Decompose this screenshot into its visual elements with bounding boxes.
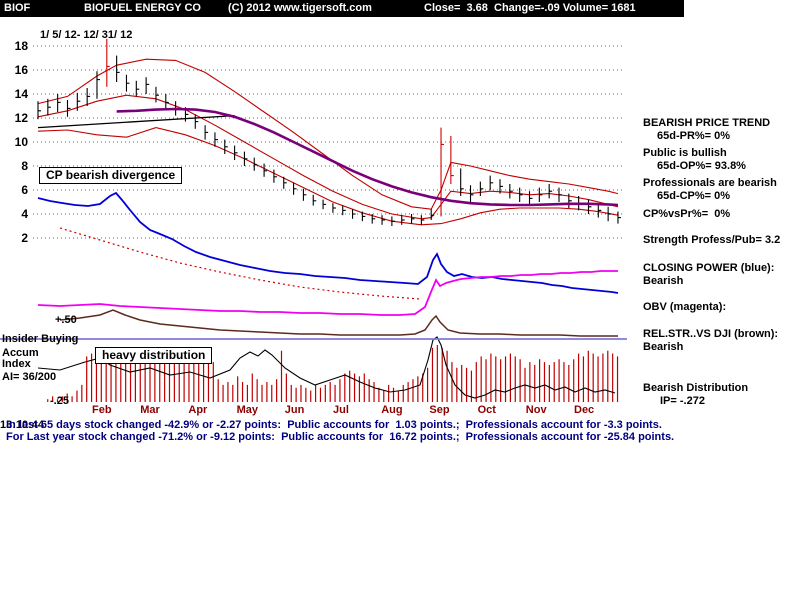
heavy-distribution-label: heavy distribution (95, 347, 213, 364)
header-bar: BIOF BIOFUEL ENERGY CO (C) 2012 www.tige… (0, 0, 684, 17)
cp-vs-pr: CP%vsPr%= 0% (643, 208, 731, 220)
strength-ratio: Strength Profess/Pub= 3.2 (643, 234, 781, 246)
svg-text:Oct: Oct (478, 404, 497, 416)
cp-divergence-label: CP bearish divergence (39, 167, 183, 184)
company-name: BIOFUEL ENERGY CO (84, 2, 201, 14)
svg-text:Mar: Mar (140, 404, 160, 416)
timestamp: 13:10:44 (0, 419, 45, 431)
svg-text:18: 18 (15, 39, 29, 53)
rel-str-status: Bearish (643, 341, 684, 353)
svg-text:6: 6 (21, 183, 28, 197)
pr-percent: 65d-PR%= 0% (657, 130, 731, 142)
svg-text:16: 16 (15, 63, 29, 77)
svg-text:Aug: Aug (381, 404, 402, 416)
public-status: Public is bullish (643, 147, 727, 159)
svg-text:May: May (237, 404, 259, 416)
svg-text:Feb: Feb (92, 404, 112, 416)
quote-summary: Close= 3.68 Change=-.09 Volume= 1681 (424, 2, 636, 14)
distribution-status: Bearish Distribution (643, 382, 749, 394)
svg-text:Dec: Dec (574, 404, 594, 416)
svg-text:Sep: Sep (429, 404, 449, 416)
date-range: 1/ 5/ 12- 12/ 31/ 12 (40, 29, 133, 41)
svg-text:8: 8 (21, 159, 28, 173)
svg-text:10: 10 (15, 135, 29, 149)
svg-text:Apr: Apr (188, 404, 208, 416)
closing-power-status: Bearish (643, 275, 684, 287)
svg-text:Nov: Nov (526, 404, 548, 416)
svg-text:12: 12 (15, 111, 29, 125)
rel-str-label: REL.STR..VS DJI (brown): (643, 328, 779, 340)
index-label: Index (2, 358, 31, 370)
op-percent: 65d-OP%= 93.8% (657, 160, 746, 172)
svg-text:4: 4 (21, 207, 28, 221)
svg-text:Jul: Jul (333, 404, 349, 416)
insider-buying-label: Insider Buying (2, 333, 79, 345)
accum-index-value: AI= 36/200 (2, 371, 57, 383)
svg-text:14: 14 (15, 87, 29, 101)
professionals-status: Professionals are bearish (643, 177, 777, 189)
accum-label: Accum (2, 347, 39, 359)
trend-status: BEARISH PRICE TREND (643, 117, 771, 129)
svg-text:Jun: Jun (285, 404, 305, 416)
svg-text:2: 2 (21, 231, 28, 245)
summary-line-year: For Last year stock changed -71.2% or -9… (6, 431, 675, 443)
minus-level-label: -.25 (50, 395, 69, 407)
copyright-text: (C) 2012 www.tigersoft.com (228, 2, 372, 14)
ticker-symbol: BIOF (4, 2, 31, 14)
closing-power-label: CLOSING POWER (blue): (643, 262, 775, 274)
obv-label: OBV (magenta): (643, 301, 727, 313)
ip-value: IP= -.272 (660, 395, 705, 407)
plus-level-label: +.50 (55, 314, 77, 326)
cp-percent: 65d-CP%= 0% (657, 190, 731, 202)
summary-line-65d: In last 65 days stock changed -42.9% or … (6, 419, 662, 431)
